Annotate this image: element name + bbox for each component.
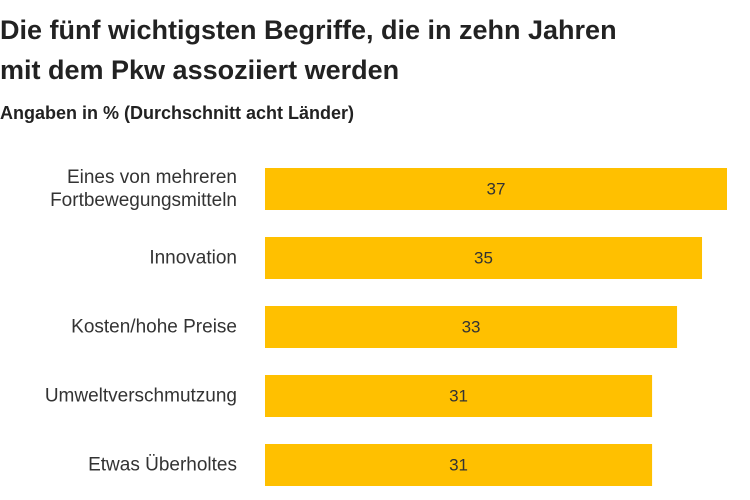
category-label-0-line-0: Eines von mehreren: [67, 167, 237, 188]
value-label-4: 31: [449, 456, 468, 475]
bar-0: [265, 168, 727, 210]
bar-1: [265, 237, 703, 279]
chart-title: Die fünf wichtigsten Begriffe, die in ze…: [0, 10, 740, 90]
category-label-3: Umweltverschmutzung: [45, 386, 237, 407]
value-label-2: 33: [462, 318, 481, 337]
category-label-1: Innovation: [149, 248, 237, 269]
category-label-2: Kosten/hohe Preise: [71, 317, 237, 338]
value-label-1: 35: [474, 249, 493, 268]
chart-title-line-2: mit dem Pkw assoziiert werden: [0, 55, 400, 85]
chart-title-line-1: Die fünf wichtigsten Begriffe, die in ze…: [0, 15, 617, 45]
chart-subtitle: Angaben in % (Durchschnitt acht Länder): [0, 103, 355, 123]
bar-2: [265, 306, 678, 348]
bar-3: [265, 375, 653, 417]
category-label-0-line-1: Fortbewegungsmitteln: [50, 190, 237, 211]
category-label-4: Etwas Überholtes: [88, 455, 237, 476]
value-label-3: 31: [449, 387, 468, 406]
bar-4: [265, 444, 653, 486]
value-label-0: 37: [487, 180, 506, 199]
